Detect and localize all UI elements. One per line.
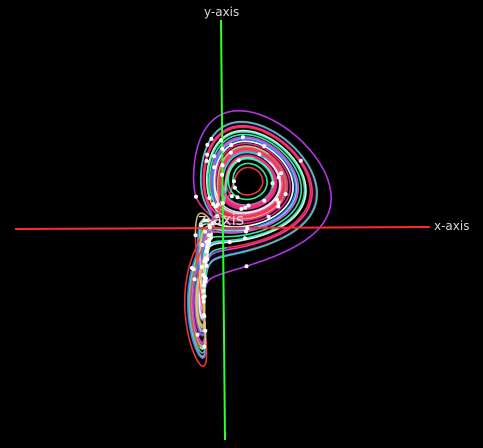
trajectory-segment: [183, 166, 264, 367]
trajectory-marker: [279, 171, 284, 176]
trajectory-marker: [245, 226, 250, 231]
trajectory-markers: [190, 135, 303, 349]
trajectory-marker: [215, 214, 220, 219]
trajectory-marker: [207, 240, 212, 245]
trajectory-marker: [200, 243, 205, 247]
attractor-trajectory: [183, 109, 332, 367]
trajectory-marker: [212, 154, 217, 159]
trajectory-marker: [192, 277, 197, 282]
trajectory-marker: [204, 249, 209, 254]
trajectory-segment: [199, 120, 318, 307]
trajectory-marker: [262, 144, 267, 149]
trajectory-marker: [201, 273, 206, 278]
trajectory-marker: [229, 143, 234, 147]
trajectory-segment: [203, 131, 306, 265]
trajectory-segment: [203, 126, 312, 249]
trajectory-marker: [198, 223, 203, 228]
trajectory-marker: [243, 236, 247, 241]
trajectory-marker: [239, 207, 244, 211]
trajectory-marker: [201, 299, 206, 304]
trajectory-marker: [243, 205, 248, 210]
trajectory-marker: [202, 283, 206, 288]
trajectory-marker: [229, 194, 234, 199]
trajectory-marker: [220, 172, 225, 177]
trajectory-marker: [220, 146, 225, 151]
trajectory-marker: [209, 136, 214, 141]
trajectory-marker: [236, 158, 241, 163]
trajectory-marker: [212, 220, 216, 225]
trajectory-marker: [207, 196, 212, 200]
trajectory-marker: [212, 165, 217, 170]
trajectory-marker: [232, 185, 237, 190]
trajectory-marker: [203, 328, 208, 333]
trajectory-marker: [262, 198, 267, 203]
trajectory-marker: [257, 152, 262, 157]
trajectory-marker: [205, 218, 210, 223]
trajectory-marker: [194, 194, 198, 199]
trajectory-marker: [211, 202, 216, 207]
trajectory-marker: [207, 225, 212, 230]
trajectory-marker: [203, 229, 208, 234]
trajectory-marker: [202, 218, 207, 223]
trajectory-marker: [244, 264, 249, 269]
trajectory-marker: [202, 314, 207, 319]
x-axis-label: x-axis: [434, 219, 470, 233]
trajectory-marker: [231, 179, 236, 184]
trajectory-marker: [205, 142, 210, 147]
trajectory-segment: [194, 142, 292, 225]
trajectory-marker: [283, 192, 288, 197]
trajectory-marker: [276, 175, 281, 180]
y-axis-label: y-axis: [204, 5, 240, 19]
trajectory-marker: [246, 203, 251, 208]
trajectory-marker: [298, 158, 303, 163]
trajectory-marker: [205, 246, 210, 251]
trajectory-marker: [228, 150, 233, 155]
trajectory-marker: [202, 294, 207, 299]
trajectory-marker: [240, 135, 245, 140]
trajectory-marker: [235, 195, 240, 200]
trajectory-segment: [227, 157, 274, 201]
trajectory-marker: [204, 263, 209, 268]
trajectory-marker: [204, 159, 209, 163]
trajectory-marker: [220, 163, 225, 168]
trajectory-marker: [200, 264, 204, 269]
trajectory-marker: [190, 266, 194, 270]
z-axis-label: z-axis: [198, 210, 245, 229]
trajectory-marker: [193, 233, 198, 238]
trajectory-marker: [276, 200, 281, 205]
trajectory-marker: [203, 276, 208, 281]
trajectory-marker: [205, 152, 210, 157]
trajectory-marker: [195, 332, 200, 337]
trajectory-marker: [214, 204, 218, 209]
trajectory-marker: [274, 197, 279, 202]
trajectory-marker: [201, 288, 206, 293]
trajectory-marker: [276, 204, 281, 209]
trajectory-marker: [244, 229, 248, 234]
trajectory-marker: [219, 138, 224, 143]
trajectory-marker: [270, 181, 275, 186]
trajectory-marker: [206, 233, 211, 238]
trajectory-marker: [220, 201, 225, 206]
y-axis-line: [220, 19, 226, 441]
trajectory-marker: [204, 256, 209, 261]
trajectory-marker: [266, 214, 271, 219]
trajectory-marker: [202, 344, 207, 349]
trajectory-marker: [227, 240, 232, 245]
